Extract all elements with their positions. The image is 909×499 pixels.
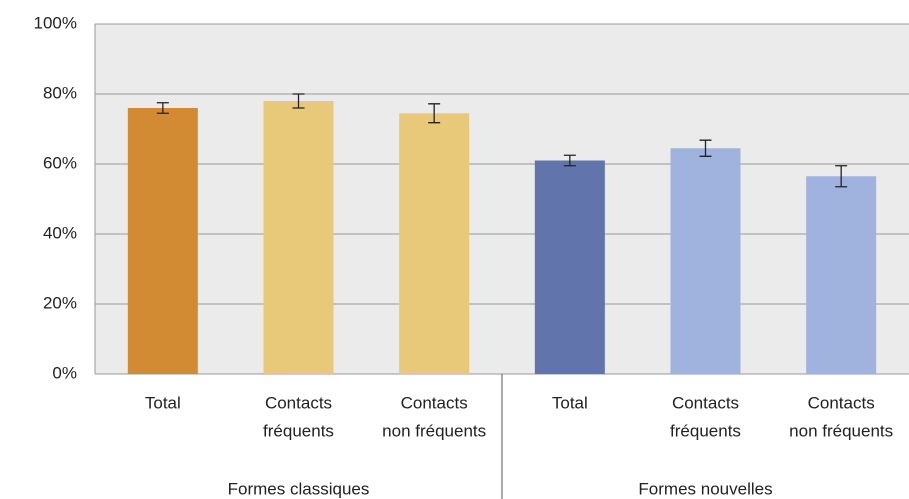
y-tick-label: 20% xyxy=(43,293,77,312)
error-bar xyxy=(156,102,169,114)
x-tick-label: non fréquents xyxy=(382,421,486,440)
x-tick-label: Total xyxy=(552,393,588,412)
x-tick-label: Total xyxy=(145,393,181,412)
y-tick-label: 60% xyxy=(43,153,77,172)
error-bar xyxy=(428,103,441,124)
bar xyxy=(263,101,334,374)
bar xyxy=(806,176,877,374)
bar xyxy=(670,148,741,374)
bar xyxy=(127,108,198,374)
x-tick-label: Contacts xyxy=(401,393,468,412)
y-tick-label: 100% xyxy=(34,13,77,32)
x-tick-label: fréquents xyxy=(263,421,334,440)
x-tick-label: Contacts xyxy=(265,393,332,412)
x-tick-label: non fréquents xyxy=(789,421,893,440)
bar xyxy=(399,113,470,374)
y-tick-label: 40% xyxy=(43,223,77,242)
y-tick-label: 0% xyxy=(52,363,77,382)
group-label: Formes classiques xyxy=(228,479,370,498)
x-tick-label: Contacts xyxy=(808,393,875,412)
error-bar xyxy=(699,139,712,157)
bar xyxy=(534,160,605,374)
error-bar xyxy=(835,165,848,188)
x-tick-label: fréquents xyxy=(670,421,741,440)
x-tick-label: Contacts xyxy=(672,393,739,412)
error-bar xyxy=(292,93,305,109)
group-label: Formes nouvelles xyxy=(638,479,772,498)
y-tick-label: 80% xyxy=(43,83,77,102)
plot-background xyxy=(95,24,909,374)
error-bar xyxy=(563,154,576,167)
